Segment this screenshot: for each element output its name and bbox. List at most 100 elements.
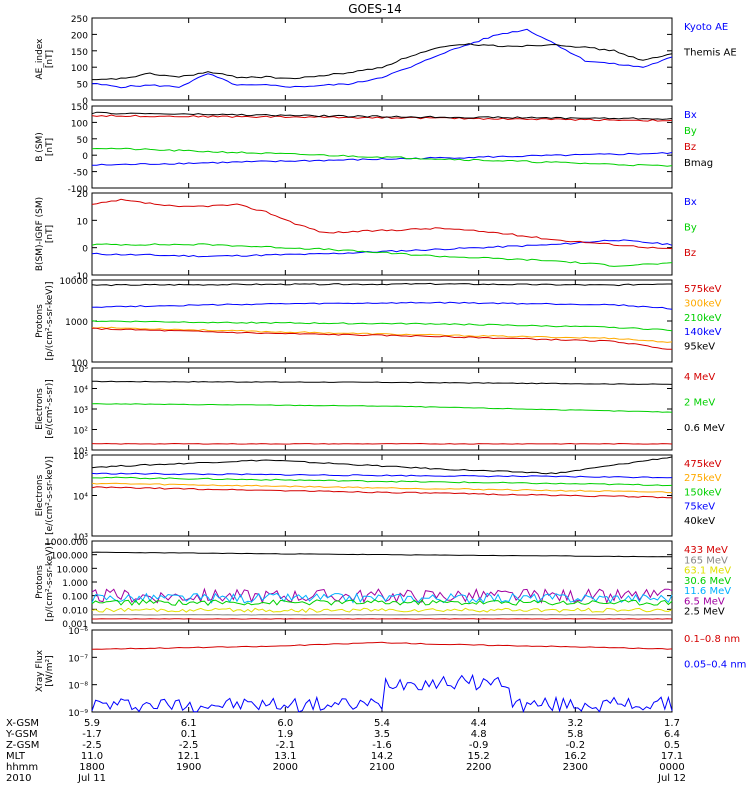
x-axis-value: -0.2	[566, 740, 586, 751]
y-tick-label: 10⁴	[73, 493, 88, 503]
legend-entry: 0.1–0.8 nm	[684, 634, 740, 645]
series-line-protons-0	[91, 282, 672, 287]
legend-entry: Kyoto AE	[684, 22, 728, 33]
x-axis-value: 14.2	[371, 751, 393, 762]
y-axis-label: [nT]	[45, 225, 55, 243]
x-axis-value: Jul 11	[77, 773, 106, 784]
y-tick-label: 10²	[73, 427, 88, 437]
y-tick-label: -50	[73, 169, 88, 179]
legend-entry: By	[684, 223, 697, 234]
x-axis-value: 4.8	[471, 729, 487, 740]
y-tick-label: 1000.000	[45, 538, 88, 548]
series-line-protons2-0	[91, 551, 673, 558]
series-line-electrons2-2	[92, 476, 673, 487]
y-axis-label: [e/(cm²-s-sr-keV)]	[45, 456, 55, 535]
legend-entry: 2.5 MeV	[684, 607, 725, 618]
y-tick-label: 10⁻⁶	[68, 627, 88, 637]
x-axis-value: 11.0	[81, 751, 103, 762]
x-axis-value: Jul 12	[657, 773, 686, 784]
x-axis-value: 0000	[659, 762, 684, 773]
y-tick-label: 150	[71, 103, 88, 113]
y-axis-label: [p/(cm²-s-sr-keV)]	[45, 543, 55, 622]
series-line-electrons2-1	[91, 472, 673, 479]
y-tick-label: 10³	[73, 533, 88, 543]
legend-entry: 475keV	[684, 459, 722, 470]
legend-entry: Bx	[684, 110, 697, 121]
legend-entry: 433 MeV	[684, 545, 728, 556]
legend-entry: 2 MeV	[684, 398, 715, 409]
legend-entry: 575keV	[684, 284, 722, 295]
x-axis-value: 3.5	[374, 729, 390, 740]
y-tick-label: 100	[71, 119, 88, 129]
x-axis-value: 1.9	[277, 729, 293, 740]
y-axis-label: AE_index	[35, 38, 45, 80]
x-axis-row-label: Y-GSM	[5, 729, 38, 740]
legend-entry: Bz	[684, 142, 696, 153]
series-line-electrons2-3	[91, 482, 672, 494]
y-axis-label: [W/m²]	[45, 655, 55, 686]
series-line-bsm-3	[91, 111, 673, 120]
legend-entry: 40keV	[684, 516, 715, 527]
x-axis-value: 15.2	[468, 751, 490, 762]
x-axis-value: -2.1	[276, 740, 296, 751]
legend-entry: 95keV	[684, 342, 715, 353]
y-tick-label: 10³	[73, 406, 88, 416]
x-axis-row-label: 2010	[6, 773, 31, 784]
y-tick-label: 150	[71, 48, 88, 58]
series-line-xray-0	[91, 641, 673, 650]
y-axis-label: [p/(cm²-s-sr-keV)]	[45, 282, 55, 361]
legend-entry: 165 MeV	[684, 555, 728, 566]
x-axis-value: 12.1	[178, 751, 200, 762]
legend-entry: 210keV	[684, 313, 722, 324]
x-axis-value: -0.9	[469, 740, 489, 751]
legend-entry: 75keV	[684, 502, 715, 513]
y-tick-label: 10⁻⁷	[68, 654, 88, 664]
x-axis-row-label: MLT	[6, 751, 26, 762]
x-axis-value: 6.1	[181, 718, 197, 729]
legend-entry: Themis AE	[683, 48, 737, 59]
x-axis-value: -2.5	[82, 740, 102, 751]
y-tick-label: 0.010	[62, 606, 88, 616]
x-axis-value: 1.7	[664, 718, 680, 729]
y-axis-label: B(SM)-IGRF (SM)	[35, 197, 45, 271]
y-tick-label: 50	[77, 136, 89, 146]
y-tick-label: 10000	[59, 277, 88, 287]
series-line-bsm-1	[91, 147, 673, 167]
x-axis-row-label: hhmm	[6, 762, 38, 773]
x-axis-value: 4.4	[471, 718, 487, 729]
y-tick-label: 100	[71, 359, 88, 369]
y-axis-label: Xray Flux	[35, 649, 45, 692]
series-line-electrons1-1	[91, 403, 673, 413]
legend-entry: 300keV	[684, 298, 722, 309]
series-line-ae-1	[92, 43, 673, 81]
series-line-protons-4	[91, 327, 673, 350]
y-tick-label: 10⁴	[73, 386, 88, 396]
x-axis-value: -2.5	[179, 740, 199, 751]
x-axis-value: 3.2	[567, 718, 583, 729]
y-axis-label: Protons	[35, 304, 45, 338]
x-axis-row-label: X-GSM	[6, 718, 39, 729]
series-line-bigrf-1	[91, 243, 673, 267]
y-tick-label: 10⁻⁹	[68, 709, 88, 719]
x-axis-value: 0.1	[181, 729, 197, 740]
series-line-electrons1-0	[92, 380, 673, 385]
x-axis-value: 2300	[563, 762, 588, 773]
y-tick-label: 10¹	[73, 447, 88, 457]
series-line-electrons2-4	[91, 486, 673, 499]
y-axis-label: Electrons	[35, 474, 45, 516]
y-tick-label: 10⁻⁸	[68, 682, 88, 692]
x-axis-value: 1900	[176, 762, 201, 773]
series-line-protons2-2	[91, 592, 673, 604]
panel-frame-electrons1	[91, 367, 673, 451]
legend-entry: 275keV	[684, 473, 722, 484]
y-axis-label: B (SM)	[35, 132, 45, 162]
x-axis-value: 17.1	[661, 751, 683, 762]
y-tick-label: 50	[77, 81, 89, 91]
legend-entry: By	[684, 126, 697, 137]
series-line-bigrf-0	[91, 239, 673, 258]
y-axis-label: [e/(cm²-s-sr)]	[45, 379, 55, 439]
x-axis-value: 2100	[369, 762, 394, 773]
x-axis-value: 6.0	[277, 718, 293, 729]
legend-entry: 150keV	[684, 487, 722, 498]
legend-entry: Bx	[684, 197, 697, 208]
